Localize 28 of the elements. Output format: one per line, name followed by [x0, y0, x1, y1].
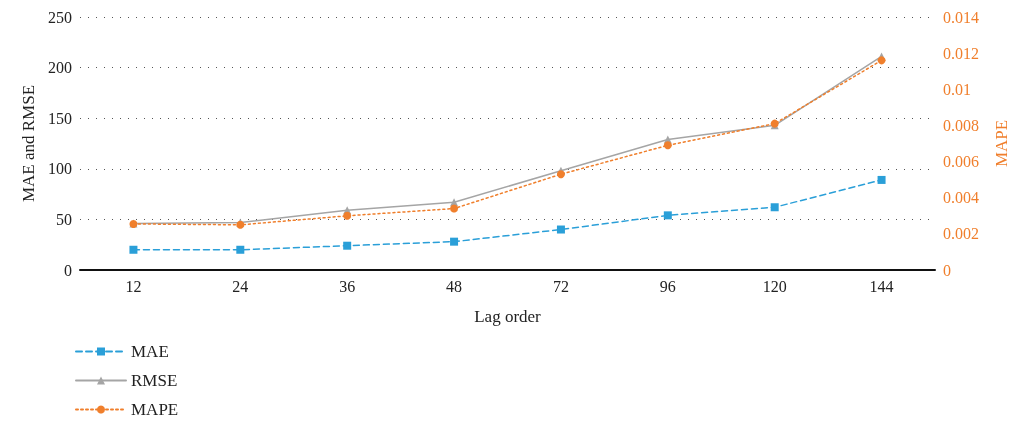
y-tick-label: 100 — [48, 160, 72, 178]
y2-tick-label: 0.014 — [943, 8, 979, 26]
y-tick-label: 150 — [48, 109, 72, 127]
y-tick-label: 200 — [48, 59, 72, 77]
y2-tick-label: 0.006 — [943, 153, 979, 171]
legend-label: MAE — [131, 342, 169, 361]
x-axis-title: Lag order — [474, 307, 542, 326]
y2-tick-label: 0.002 — [943, 225, 979, 243]
y-tick-label: 250 — [48, 8, 72, 26]
x-tick-label: 144 — [869, 277, 894, 295]
x-tick-label: 96 — [659, 277, 676, 295]
y2-tick-label: 0.01 — [943, 80, 971, 98]
y2-tick-label: 0.004 — [943, 189, 979, 207]
legend-label: MAPE — [131, 400, 179, 419]
x-tick-label: 36 — [339, 277, 356, 295]
legend-label: RMSE — [131, 371, 178, 390]
y-axis-title: MAE and RMSE — [19, 84, 39, 203]
y2-tick-label: 0.008 — [943, 116, 979, 134]
x-tick-label: 24 — [232, 277, 249, 295]
x-tick-label: 120 — [762, 277, 787, 295]
x-tick-label: 12 — [125, 277, 142, 295]
x-tick-label: 48 — [446, 277, 463, 295]
x-tick-label: 72 — [552, 277, 569, 295]
y2-axis-title: MAPE — [992, 119, 1011, 168]
y-tick-label: 50 — [56, 210, 72, 228]
y2-tick-label: 0.012 — [943, 44, 979, 62]
y-tick-label: 0 — [64, 261, 72, 279]
y2-tick-label: 0 — [943, 261, 951, 279]
